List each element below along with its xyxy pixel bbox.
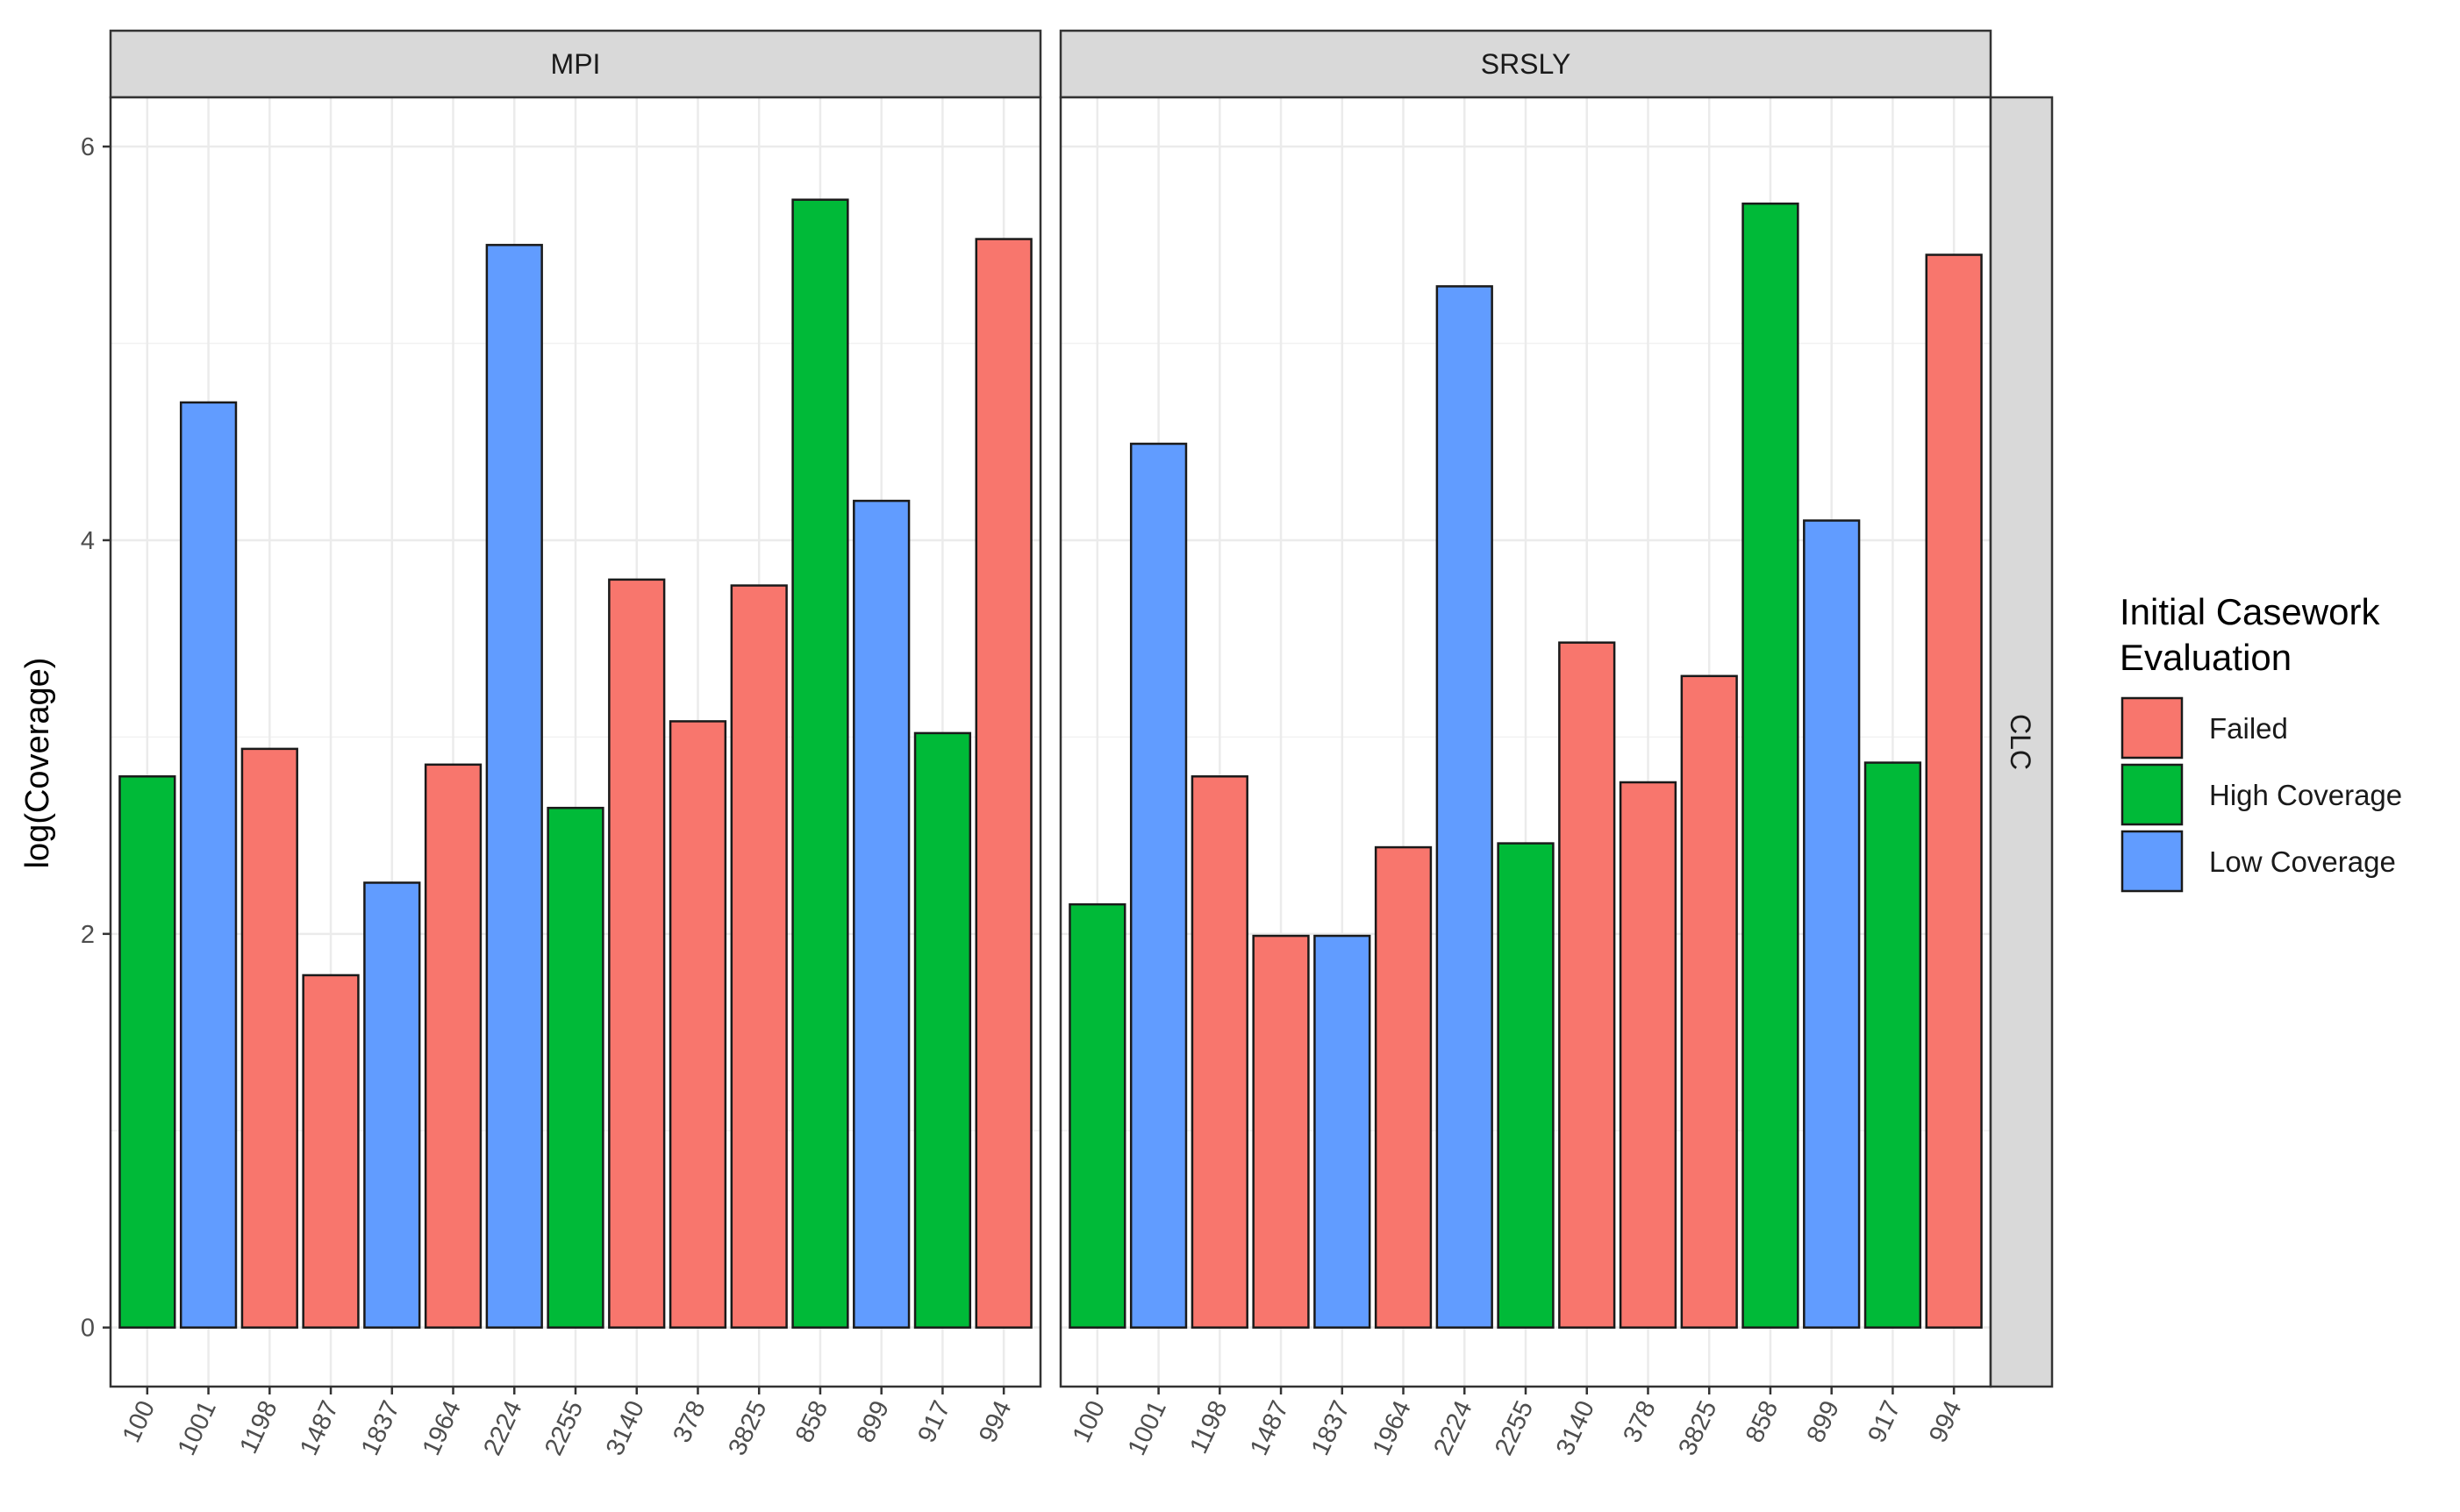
bar-mpi-1837 — [363, 881, 421, 1329]
bar-srsly-1001 — [1129, 442, 1188, 1329]
x-tick-label-3140: 3140 — [1551, 1396, 1600, 1459]
bar-srsly-378 — [1619, 781, 1677, 1329]
legend-label-low-coverage: Low Coverage — [2209, 845, 2396, 878]
bar-srsly-1837 — [1313, 934, 1371, 1329]
x-tick-label-2255: 2255 — [540, 1396, 589, 1459]
x-tick-label-1001: 1001 — [173, 1396, 222, 1459]
x-tick-label-100: 100 — [1068, 1396, 1111, 1446]
strip-background — [1989, 96, 2054, 1388]
x-tick-label-917: 917 — [1863, 1396, 1906, 1446]
bar-srsly-1487 — [1252, 934, 1310, 1329]
x-tick-label-3140: 3140 — [601, 1396, 650, 1459]
x-tick-label-1001: 1001 — [1123, 1396, 1172, 1459]
strip-label-mpi: MPI — [551, 48, 601, 80]
x-tick-label-858: 858 — [1741, 1396, 1784, 1446]
bar-mpi-858 — [791, 198, 849, 1329]
bar-srsly-858 — [1741, 202, 1799, 1329]
x-tick-label-1487: 1487 — [1245, 1396, 1294, 1459]
bar-mpi-2255 — [547, 806, 604, 1329]
legend-key-high-coverage — [2120, 763, 2184, 826]
x-tick-label-899: 899 — [852, 1396, 895, 1446]
y-tick-label-2: 2 — [81, 921, 95, 949]
facet-panel-srsly: SRSLY 100 1001 1198 1487 1837 1964 2224 2255 314… — [1059, 29, 1992, 1459]
x-tick-label-1487: 1487 — [295, 1396, 344, 1459]
bar-srsly-917 — [1863, 761, 1922, 1329]
bar-mpi-3140 — [608, 578, 666, 1329]
x-tick-label-1964: 1964 — [1368, 1396, 1417, 1459]
legend-label-failed: Failed — [2209, 712, 2288, 745]
bar-srsly-899 — [1803, 519, 1861, 1329]
facet-panel-mpi: MPI 100 1001 1198 1487 1837 1964 2224 2255 3140 3… — [109, 29, 1042, 1459]
strip-label-clc: CLC — [2005, 714, 2036, 770]
x-tick-label-3825: 3825 — [723, 1396, 772, 1459]
strip-background — [109, 29, 1042, 99]
x-tick-label-1837: 1837 — [1306, 1396, 1355, 1459]
y-tick-label-0: 0 — [81, 1315, 95, 1343]
x-tick-label-2224: 2224 — [1428, 1396, 1477, 1459]
bar-mpi-1964 — [424, 763, 483, 1329]
x-tick-label-899: 899 — [1802, 1396, 1845, 1446]
x-tick-label-3825: 3825 — [1673, 1396, 1722, 1459]
x-tick-label-100: 100 — [118, 1396, 161, 1446]
bar-mpi-378 — [669, 720, 727, 1329]
bar-srsly-2255 — [1497, 842, 1555, 1329]
y-axis: 0 2 4 6 — [81, 133, 111, 1343]
x-tick-label-858: 858 — [790, 1396, 833, 1446]
x-tick-label-1198: 1198 — [1184, 1396, 1233, 1458]
y-tick-label-4: 4 — [81, 527, 95, 555]
y-tick-label-6: 6 — [81, 133, 95, 161]
legend-label-high-coverage: High Coverage — [2209, 779, 2402, 811]
x-tick-label-2255: 2255 — [1490, 1396, 1539, 1459]
bar-srsly-1198 — [1191, 775, 1248, 1329]
x-tick-label-1837: 1837 — [356, 1396, 405, 1459]
bar-mpi-1487 — [302, 974, 360, 1329]
legend-title-line-1: Initial Casework — [2120, 591, 2380, 632]
y-axis-title: log(Coverage) — [19, 658, 56, 869]
bar-mpi-1001 — [179, 401, 238, 1329]
x-tick-label-917: 917 — [912, 1396, 955, 1446]
bar-mpi-899 — [853, 499, 911, 1329]
legend-key-failed — [2120, 696, 2184, 760]
x-tick-label-1198: 1198 — [234, 1396, 282, 1458]
strip-label-srsly: SRSLY — [1481, 48, 1571, 80]
bar-srsly-3140 — [1558, 641, 1616, 1329]
bar-mpi-2224 — [485, 244, 543, 1329]
x-tick-label-1964: 1964 — [418, 1396, 467, 1459]
bar-mpi-100 — [118, 775, 176, 1329]
legend-title-line-2: Evaluation — [2120, 637, 2292, 678]
legend: Initial Casework Evaluation Failed High C… — [2120, 591, 2402, 893]
x-tick-label-2224: 2224 — [478, 1396, 527, 1459]
legend-key-low-coverage — [2120, 830, 2184, 893]
bar-mpi-994 — [975, 238, 1033, 1329]
facet-strip-right: CLC — [1989, 96, 2054, 1388]
bar-srsly-100 — [1069, 902, 1126, 1329]
bar-mpi-1198 — [240, 747, 298, 1329]
bar-mpi-3825 — [730, 584, 788, 1329]
bar-srsly-994 — [1925, 253, 1983, 1329]
strip-background — [1059, 29, 1992, 99]
bar-srsly-1964 — [1374, 845, 1433, 1329]
x-tick-label-378: 378 — [1618, 1396, 1661, 1446]
bar-mpi-917 — [913, 731, 972, 1329]
x-tick-label-994: 994 — [1924, 1396, 1967, 1446]
x-tick-label-378: 378 — [668, 1396, 711, 1446]
bar-srsly-3825 — [1680, 674, 1738, 1329]
x-tick-label-994: 994 — [974, 1396, 1017, 1446]
bar-srsly-2224 — [1435, 285, 1493, 1329]
